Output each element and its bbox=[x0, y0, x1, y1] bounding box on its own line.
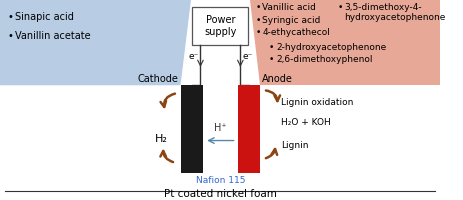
Text: 3,5-dimethoxy-4-: 3,5-dimethoxy-4- bbox=[344, 3, 422, 12]
Text: •: • bbox=[256, 28, 261, 37]
Text: Lignin: Lignin bbox=[281, 141, 309, 150]
Text: H₂O + KOH: H₂O + KOH bbox=[281, 118, 331, 127]
Text: •: • bbox=[256, 3, 261, 12]
Text: Vanillic acid: Vanillic acid bbox=[262, 3, 316, 12]
Polygon shape bbox=[0, 0, 191, 85]
Text: •: • bbox=[269, 55, 274, 64]
Text: e⁻: e⁻ bbox=[188, 52, 199, 61]
Text: Anode: Anode bbox=[262, 74, 293, 84]
Text: H₂: H₂ bbox=[155, 134, 168, 144]
Text: •: • bbox=[269, 43, 274, 52]
Text: Power
supply: Power supply bbox=[204, 15, 237, 37]
Text: Pt coated nickel foam: Pt coated nickel foam bbox=[164, 189, 277, 199]
Text: Cathode: Cathode bbox=[138, 74, 179, 84]
Text: e⁻: e⁻ bbox=[242, 52, 253, 61]
Bar bbox=[238, 85, 260, 173]
Text: 4-ethycathecol: 4-ethycathecol bbox=[262, 28, 330, 37]
Text: Sinapic acid: Sinapic acid bbox=[15, 12, 74, 22]
Text: H⁺: H⁺ bbox=[214, 123, 227, 133]
Text: Nafion 115: Nafion 115 bbox=[196, 176, 245, 185]
Text: •: • bbox=[337, 3, 343, 12]
Text: Vanillin acetate: Vanillin acetate bbox=[15, 31, 91, 41]
Text: hydroxyacetophenone: hydroxyacetophenone bbox=[344, 13, 445, 22]
Polygon shape bbox=[250, 0, 440, 85]
Text: Syringic acid: Syringic acid bbox=[262, 16, 320, 25]
FancyBboxPatch shape bbox=[193, 7, 249, 45]
Text: •: • bbox=[256, 16, 261, 25]
Text: 2,6-dimethoxyphenol: 2,6-dimethoxyphenol bbox=[276, 55, 373, 64]
Text: 2-hydroxyacetophenone: 2-hydroxyacetophenone bbox=[276, 43, 387, 52]
Text: •: • bbox=[7, 12, 13, 22]
Text: Lignin oxidation: Lignin oxidation bbox=[281, 98, 354, 107]
Text: •: • bbox=[7, 31, 13, 41]
Bar bbox=[181, 85, 203, 173]
